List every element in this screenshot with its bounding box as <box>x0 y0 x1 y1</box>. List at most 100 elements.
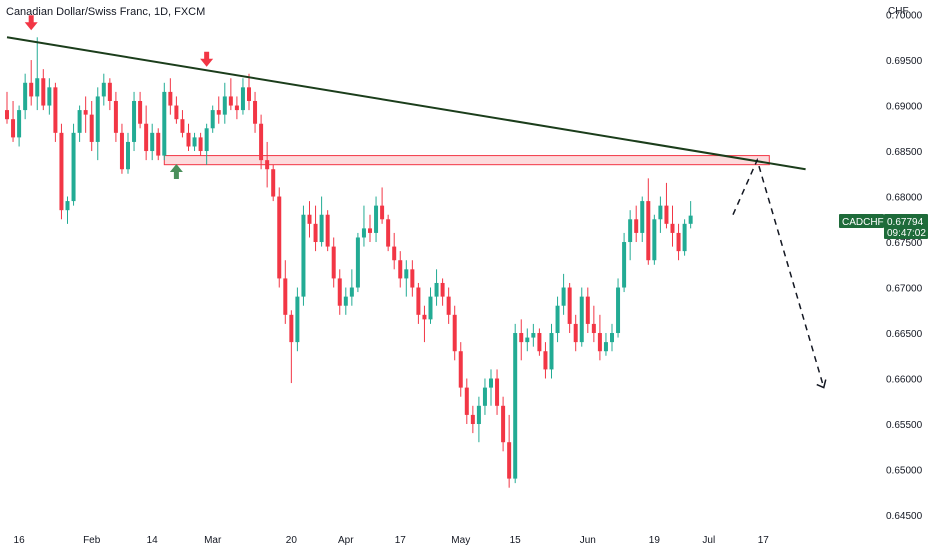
price-tick-label: 0.70000 <box>886 11 923 22</box>
candle <box>277 187 282 288</box>
candle <box>204 123 209 165</box>
candle <box>610 323 614 352</box>
candle <box>495 369 500 415</box>
resistance-zone <box>163 155 770 166</box>
candle <box>107 78 112 111</box>
candle <box>144 105 149 161</box>
candle <box>289 310 294 384</box>
candle <box>688 201 693 229</box>
candle <box>29 60 34 106</box>
candle <box>65 196 70 224</box>
candle <box>138 91 143 129</box>
trendline <box>6 36 806 171</box>
candle <box>295 287 300 352</box>
candle <box>519 319 524 361</box>
time-tick-label: 17 <box>395 535 407 546</box>
candle <box>386 214 391 252</box>
candle <box>17 105 22 147</box>
price-tick-label: 0.65500 <box>886 420 923 431</box>
candle <box>428 287 433 324</box>
chart-title: Canadian Dollar/Swiss Franc, 1D, FXCM <box>6 6 206 18</box>
price-tick-label: 0.68500 <box>886 147 923 158</box>
candle <box>573 314 578 352</box>
candle <box>404 260 409 297</box>
candle <box>670 205 675 247</box>
candle <box>228 78 233 111</box>
candle <box>222 82 227 124</box>
candle <box>355 232 360 293</box>
candle <box>561 273 566 315</box>
time-tick-label: 16 <box>14 535 26 546</box>
candle <box>664 182 669 229</box>
projection-arrowhead <box>816 379 827 389</box>
candle <box>567 282 572 334</box>
time-tick-label: Feb <box>83 535 101 546</box>
candle <box>501 396 506 452</box>
candle <box>126 132 130 174</box>
price-tick-label: 0.67500 <box>886 238 923 249</box>
candle <box>410 260 415 297</box>
markers-group <box>24 15 214 179</box>
drawings-group <box>6 36 827 389</box>
candle <box>150 123 155 161</box>
candle <box>77 105 82 142</box>
price-tick-label: 0.64500 <box>886 511 923 522</box>
candle <box>216 96 221 124</box>
candle <box>374 196 379 243</box>
candle <box>585 287 590 334</box>
candles-group <box>5 37 693 488</box>
candle <box>458 342 463 397</box>
candle <box>531 323 536 347</box>
price-tick-label: 0.65000 <box>886 466 923 477</box>
candle <box>192 132 197 152</box>
candle <box>59 123 64 220</box>
candle <box>71 123 76 206</box>
price-tick-label: 0.68000 <box>886 193 923 204</box>
candle <box>489 369 493 406</box>
candle <box>507 414 512 488</box>
price-tick-label: 0.66000 <box>886 375 923 386</box>
time-tick-label: 14 <box>147 535 159 546</box>
candle <box>658 196 663 233</box>
candle <box>313 205 318 252</box>
candle <box>259 114 264 170</box>
time-tick-label: May <box>451 535 470 546</box>
time-axis[interactable]: 16 Feb 14 Mar 20 Apr 17 May 15 Jun 19 Jul 17 <box>14 535 770 546</box>
down-arrow-marker <box>24 15 38 31</box>
candle <box>513 323 518 484</box>
candle <box>622 232 627 293</box>
candle <box>132 91 137 152</box>
candle <box>240 78 245 115</box>
candle <box>555 296 560 343</box>
candle <box>253 91 258 133</box>
resistance-zone-group <box>163 155 770 166</box>
time-tick-label: 15 <box>510 535 522 546</box>
candle <box>398 251 403 288</box>
candle <box>113 91 118 142</box>
candle <box>452 305 457 361</box>
price-axis[interactable]: 0.70000 0.69500 0.69000 0.68500 0.68000 0.675… <box>886 11 923 522</box>
candle <box>83 96 88 133</box>
price-tag-bg <box>884 214 928 239</box>
candle <box>319 196 324 247</box>
candle <box>5 91 9 124</box>
up-arrow-marker <box>169 163 183 179</box>
candle <box>380 187 385 224</box>
candle <box>11 100 16 142</box>
candle <box>265 141 270 188</box>
time-tick-label: Jun <box>580 535 596 546</box>
candle <box>597 314 602 361</box>
price-tick-label: 0.69000 <box>886 102 923 113</box>
candle <box>616 278 621 338</box>
candle <box>464 378 469 425</box>
candle <box>41 69 46 111</box>
candle <box>53 82 58 142</box>
candle <box>234 96 239 120</box>
candle <box>525 328 530 352</box>
candle <box>168 78 173 115</box>
candle <box>349 269 354 306</box>
time-tick-label: 17 <box>758 535 770 546</box>
candle <box>392 232 397 270</box>
candle <box>95 87 100 161</box>
